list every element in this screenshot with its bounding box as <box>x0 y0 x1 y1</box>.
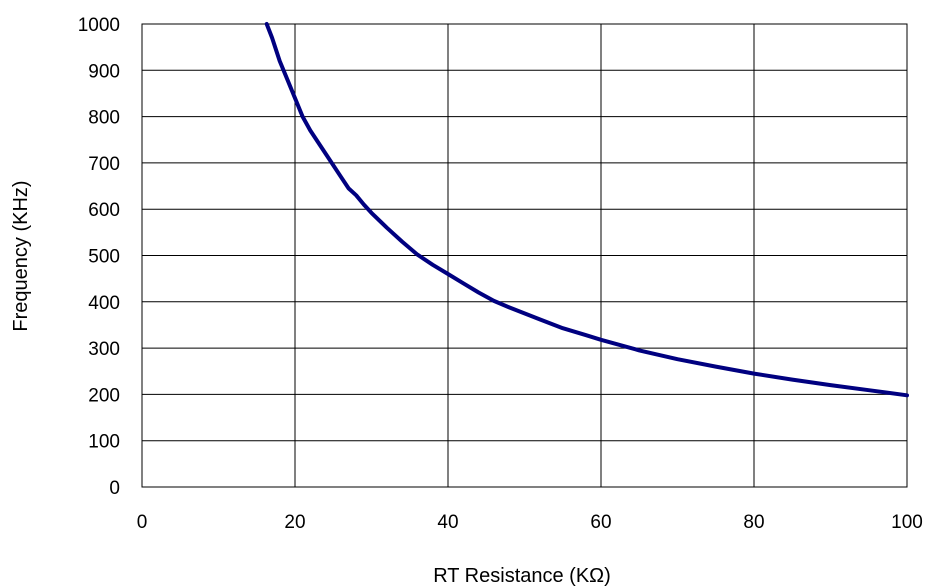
series-line-0 <box>264 22 909 398</box>
x-tick-label: 80 <box>743 512 764 533</box>
y-tick-label: 700 <box>88 154 120 175</box>
y-tick-label: 600 <box>88 200 120 221</box>
grid <box>141 23 908 488</box>
series-group <box>264 22 909 398</box>
y-tick-label: 500 <box>88 247 120 268</box>
x-axis-ticks: 0 20 40 60 80 100 <box>137 512 923 533</box>
x-tick-label: 60 <box>590 512 611 533</box>
x-tick-label: 20 <box>284 512 305 533</box>
y-tick-label: 800 <box>88 108 120 129</box>
x-tick-label: 40 <box>437 512 458 533</box>
y-tick-label: 100 <box>88 432 120 453</box>
x-tick-label: 100 <box>891 512 923 533</box>
y-tick-label: 400 <box>88 293 120 314</box>
x-tick-label: 0 <box>137 512 148 533</box>
y-tick-label: 300 <box>88 339 120 360</box>
y-tick-label: 900 <box>88 61 120 82</box>
x-axis-title: RT Resistance (KΩ) <box>433 565 611 587</box>
y-tick-label: 1000 <box>78 15 120 36</box>
y-tick-label: 0 <box>109 478 120 499</box>
y-axis-ticks: 0 100 200 300 400 500 600 700 800 900 1000 <box>78 15 120 499</box>
plot-area <box>141 23 908 488</box>
y-axis-title: Frequency (KHz) <box>10 180 32 331</box>
y-tick-label: 200 <box>88 385 120 406</box>
